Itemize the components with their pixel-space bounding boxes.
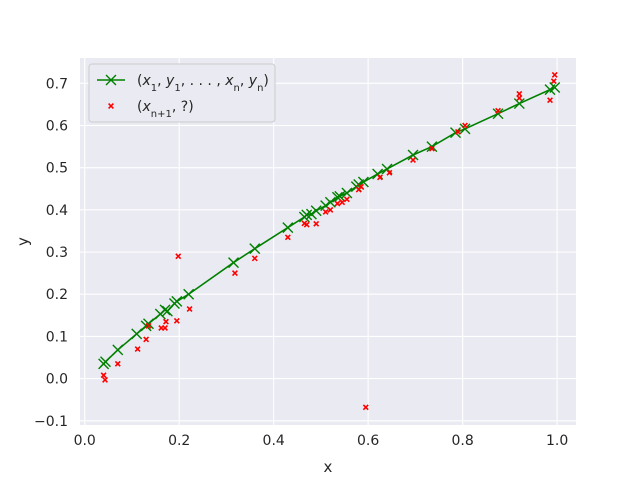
scatter-point — [284, 234, 291, 241]
series-layer — [98, 71, 561, 411]
series-line-point — [459, 123, 471, 135]
scatter-point — [303, 221, 310, 228]
x-axis-label: x — [324, 458, 333, 476]
scatter-point — [134, 346, 141, 353]
series-line-point — [249, 243, 261, 255]
y-tick-label: 0.0 — [46, 372, 68, 388]
x-tick-label: 0.0 — [74, 433, 96, 449]
y-tick-label: 0.2 — [46, 287, 68, 303]
scatter-point — [428, 145, 435, 152]
scatter-point — [358, 183, 365, 190]
scatter-point — [343, 196, 350, 203]
series-line-point — [282, 222, 294, 234]
scatter-point — [516, 95, 523, 102]
x-tick-label: 0.8 — [451, 433, 473, 449]
scatter-point — [102, 376, 109, 383]
scatter-point — [462, 122, 468, 129]
legend-box — [88, 63, 276, 123]
scatter-point — [386, 169, 393, 176]
scatter-point — [162, 325, 168, 331]
scatter-point — [145, 322, 152, 329]
legend: (x1, y1, . . . , xn, yn) (xn+1, ?) — [88, 63, 276, 123]
y-tick-label: 0.1 — [46, 329, 68, 345]
scatter-point — [362, 404, 369, 411]
scatter-point — [100, 372, 107, 379]
scatter-point — [143, 336, 150, 343]
scatter-point — [376, 174, 383, 181]
scatter-point — [327, 206, 334, 213]
scatter-point — [334, 200, 341, 207]
scatter-point — [547, 97, 553, 104]
legend-label-line: (x1, y1, . . . , xn, yn) — [137, 73, 269, 94]
y-tick-label: 0.6 — [46, 118, 68, 134]
x-tick-label: 0.2 — [168, 433, 190, 449]
series-line-point — [324, 196, 336, 208]
series-line-point — [171, 295, 183, 307]
legend-line-marker — [105, 74, 117, 86]
scatter-point — [495, 107, 502, 114]
series-line-point — [100, 356, 112, 368]
scatter-point — [163, 318, 169, 325]
x-tick-label: 0.6 — [357, 433, 379, 449]
series-line-point — [492, 108, 504, 120]
series-line-point — [334, 190, 346, 202]
series-line-point — [450, 127, 462, 139]
scatter-point — [550, 78, 557, 85]
series-line-point — [426, 141, 438, 153]
series-line-point — [143, 318, 154, 330]
scatter-point — [231, 270, 238, 277]
legend-scatter-marker — [108, 103, 114, 109]
series-line-point — [407, 149, 419, 161]
series-line-point — [183, 288, 195, 300]
series-line-point — [305, 208, 317, 220]
scatter-point — [339, 199, 346, 206]
scatter-point — [175, 253, 182, 260]
x-tick-label: 0.4 — [263, 433, 285, 449]
scatter-point — [551, 71, 558, 78]
series-line-point — [310, 205, 322, 217]
scatter-point — [313, 220, 320, 227]
y-tick-label: −0.1 — [34, 414, 68, 430]
x-tick-label: 1.0 — [546, 433, 568, 449]
scatter-point — [186, 306, 193, 312]
scatter-point — [173, 317, 180, 324]
scatter-point — [454, 128, 461, 135]
y-tick-label: 0.7 — [46, 76, 68, 92]
scatter-point — [410, 157, 416, 164]
series-line-point — [159, 304, 171, 316]
series-line-point — [228, 257, 240, 269]
series-line-point — [549, 82, 561, 94]
scatter-point — [251, 255, 258, 262]
y-axis-label: y — [14, 237, 32, 246]
tick-labels: 0.0 0.2 0.4 0.6 0.8 1.0 −0.1 0.0 0.1 0.2 0.3 0.4 0.5… — [34, 76, 568, 449]
series-line-point — [341, 187, 353, 199]
scatter-point — [114, 360, 121, 367]
y-tick-label: 0.5 — [46, 161, 68, 177]
series-line-point — [301, 209, 313, 221]
legend-label-scatter: (xn+1, ?) — [137, 99, 194, 120]
y-tick-label: 0.3 — [46, 245, 68, 261]
scatter-point — [322, 209, 329, 215]
series-line-point — [131, 328, 143, 340]
y-tick-label: 0.4 — [46, 203, 68, 219]
series-line-point — [112, 344, 124, 356]
series-line-point — [513, 98, 525, 110]
